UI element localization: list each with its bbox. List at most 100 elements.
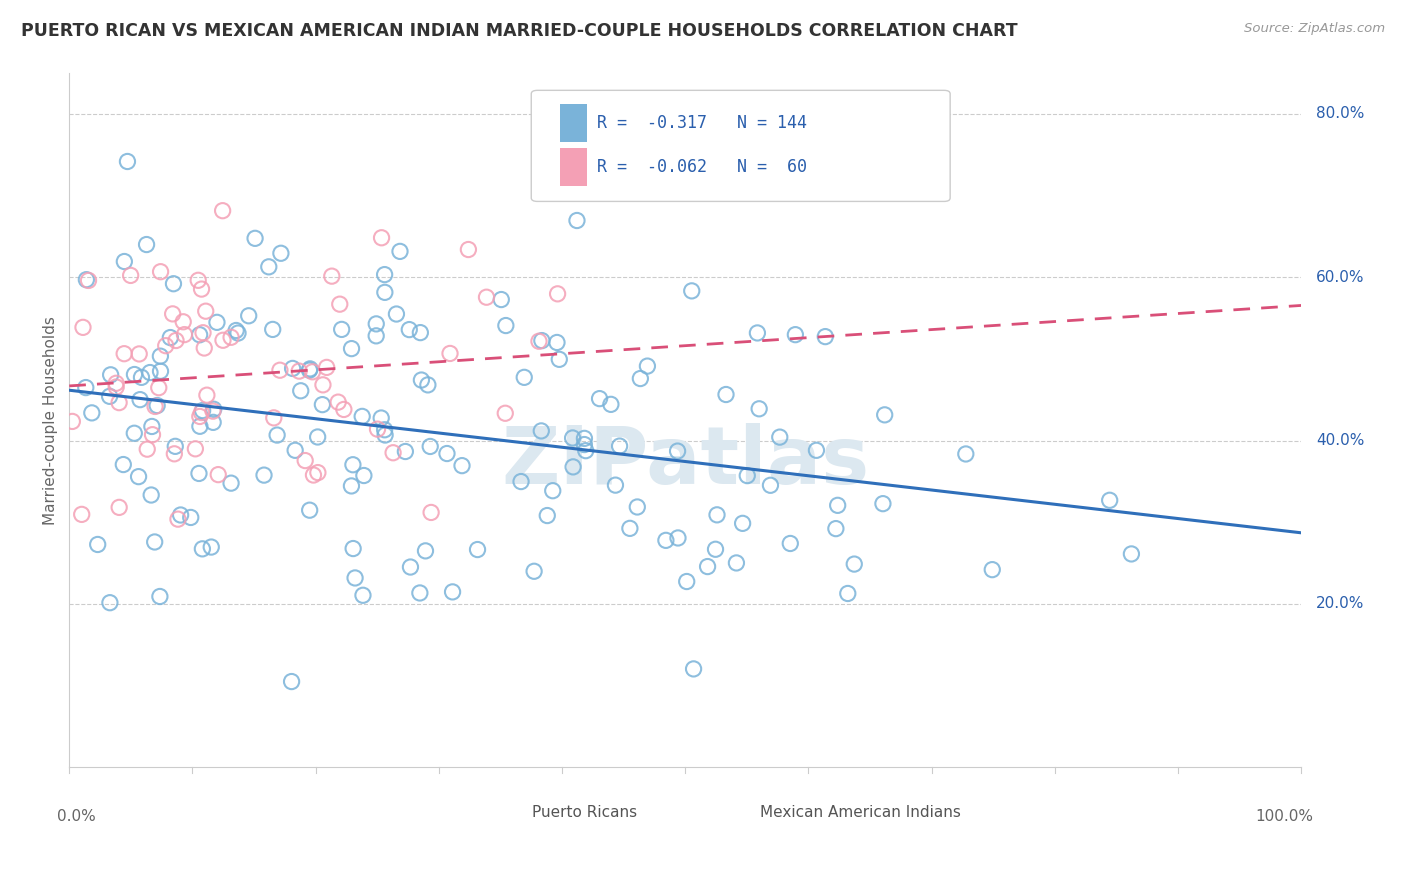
Point [494,406,516,420]
Point [98,596,121,610]
Point [467,542,489,557]
Point [394,444,416,458]
Point [298,363,321,377]
Point [655,533,678,548]
Point [955,447,977,461]
Point [136,442,159,457]
Point [149,265,172,279]
Point [411,373,433,387]
Point [562,459,585,474]
Point [70,508,93,522]
Point [165,334,187,348]
Text: R =  -0.062   N =  60: R = -0.062 N = 60 [596,158,807,176]
Point [307,466,329,480]
Point [785,327,807,342]
Point [747,326,769,340]
Point [301,365,323,379]
Bar [728,801,751,824]
Point [374,285,396,300]
Point [219,330,242,344]
Text: R =  -0.317   N = 144: R = -0.317 N = 144 [596,114,807,132]
Point [212,333,235,347]
Point [548,352,571,367]
Point [342,541,364,556]
Point [108,500,131,515]
Point [312,377,335,392]
Point [441,585,464,599]
Point [382,446,405,460]
Point [307,430,329,444]
Point [219,476,242,491]
Point [146,399,169,413]
Point [409,586,432,600]
Text: 100.0%: 100.0% [1256,809,1313,824]
Point [169,508,191,522]
Point [714,387,737,401]
Point [352,409,374,424]
Point [269,363,291,377]
Point [574,437,596,451]
Point [280,674,302,689]
Point [75,381,97,395]
Text: 20.0%: 20.0% [1316,597,1364,611]
Point [681,284,703,298]
Point [188,327,211,342]
Point [374,428,396,442]
Point [262,322,284,336]
Point [270,246,292,260]
Point [281,361,304,376]
Point [112,254,135,268]
Point [530,424,553,438]
Point [731,516,754,531]
Point [211,203,233,218]
Point [187,273,209,287]
Point [180,510,202,524]
Point [546,335,568,350]
Point [547,286,569,301]
Point [333,402,356,417]
Point [759,478,782,492]
Point [120,268,142,283]
Point [143,400,166,414]
Point [735,468,758,483]
Point [385,307,408,321]
Point [536,508,558,523]
Point [202,415,225,429]
Point [827,499,849,513]
Point [636,359,658,373]
Point [139,366,162,380]
Point [475,290,498,304]
Point [311,398,333,412]
Text: 40.0%: 40.0% [1316,433,1364,448]
Point [202,402,225,417]
Point [298,362,321,376]
Point [105,376,128,391]
Point [366,329,388,343]
Text: 0.0%: 0.0% [56,809,96,824]
Point [163,447,186,461]
Point [188,419,211,434]
Point [124,426,146,441]
Point [190,406,212,420]
Point [575,443,598,458]
Point [439,346,461,360]
Point [173,327,195,342]
Point [149,590,172,604]
Point [315,360,337,375]
Point [238,309,260,323]
Point [457,243,479,257]
Point [837,586,859,600]
Point [769,430,792,444]
Point [257,260,280,274]
Point [370,231,392,245]
Text: 80.0%: 80.0% [1316,106,1364,121]
Point [294,453,316,467]
Point [112,458,135,472]
Point [298,503,321,517]
Point [141,427,163,442]
Point [353,468,375,483]
Point [415,544,437,558]
Point [263,410,285,425]
Point [628,371,651,385]
Point [200,540,222,554]
